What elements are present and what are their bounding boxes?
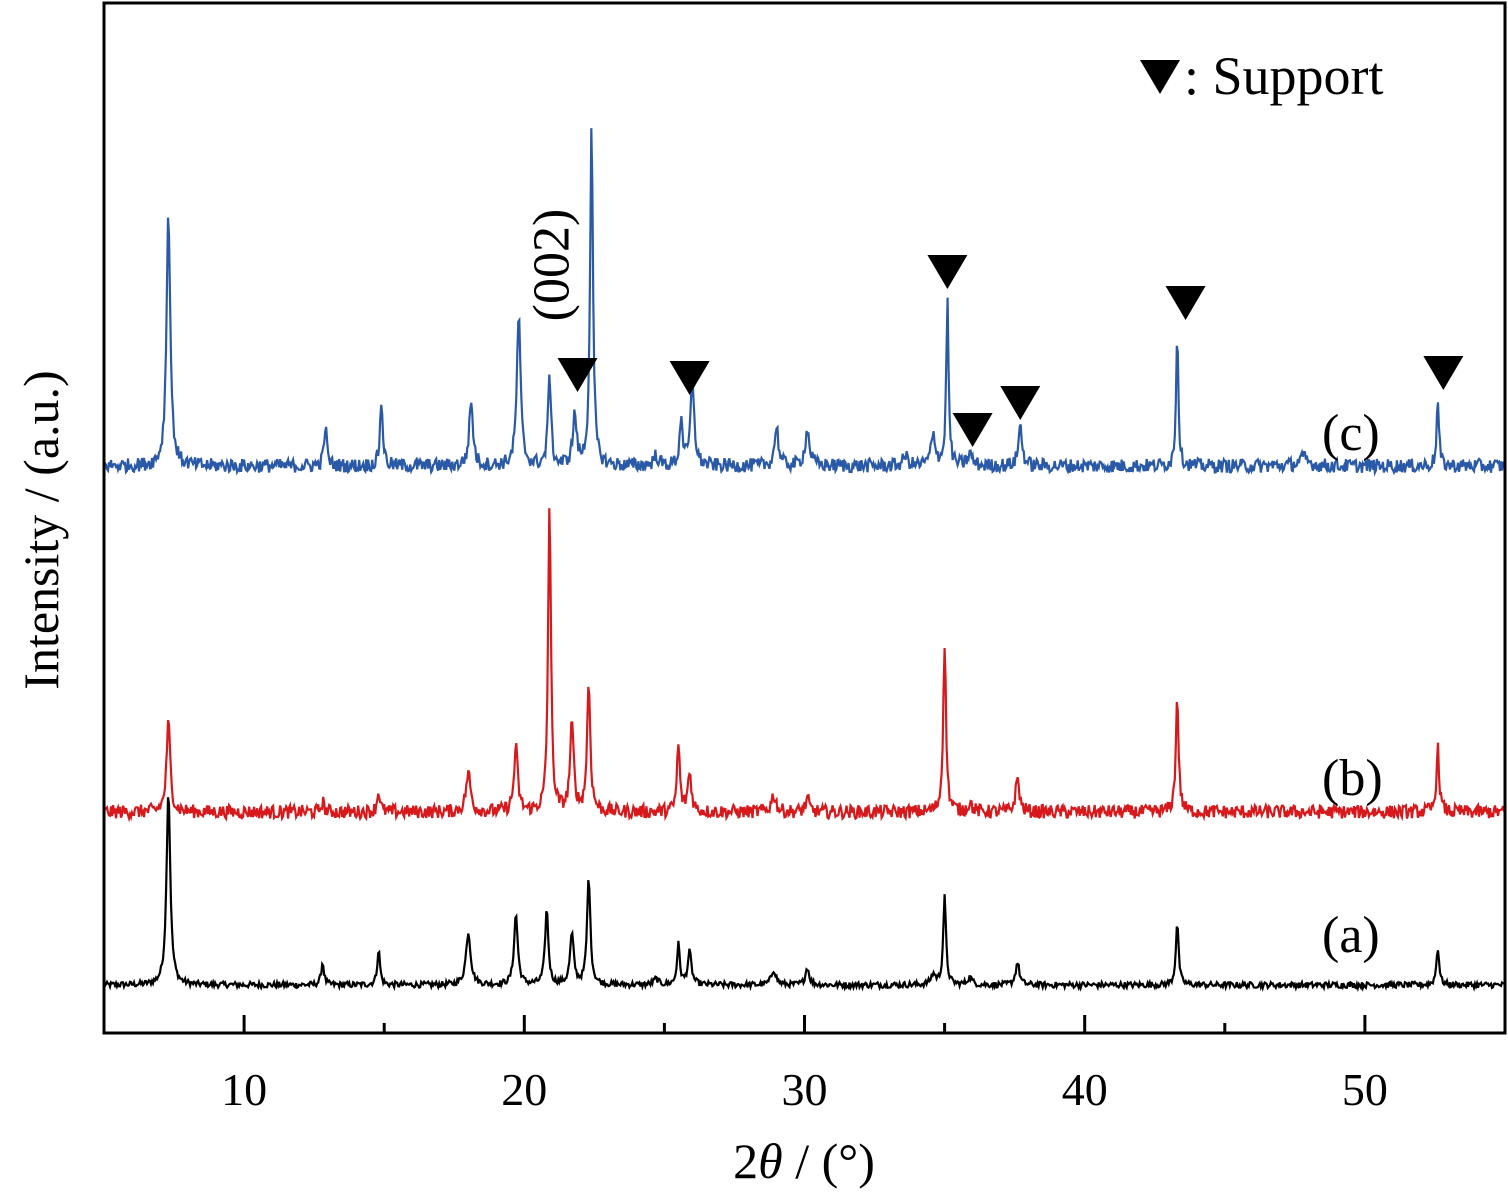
- trace-labels-group: (a) (b) (c): [1322, 405, 1383, 964]
- support-marker: [1000, 386, 1041, 420]
- x-tick-label: 30: [782, 1064, 828, 1115]
- support-marker: [1165, 286, 1206, 320]
- support-marker: [952, 413, 993, 447]
- series-line-a: [103, 797, 1505, 993]
- trace-label-a: (a): [1322, 907, 1380, 964]
- plot-frame: [102, 1, 1507, 1035]
- support-marker: [669, 361, 710, 395]
- support-markers-group: [557, 60, 1464, 447]
- x-ticks-group: 10 20 30 40 50: [221, 1015, 1388, 1115]
- x-tick-label: 40: [1062, 1064, 1108, 1115]
- support-marker: [1423, 356, 1464, 390]
- trace-label-c: (c): [1322, 405, 1380, 462]
- trace-label-b: (b): [1322, 750, 1383, 807]
- legend-support-text: : Support: [1184, 46, 1384, 106]
- series-line-b: [102, 508, 1506, 823]
- annotation-002: (002): [523, 209, 580, 322]
- support-marker: [927, 255, 968, 289]
- series-line-c: [103, 128, 1507, 477]
- spectra-group: [102, 128, 1507, 993]
- support-marker: [557, 358, 598, 392]
- x-tick-label: 50: [1342, 1064, 1388, 1115]
- y-axis-title: Intensity / (a.u.): [13, 370, 69, 689]
- x-tick-label: 20: [501, 1064, 547, 1115]
- x-tick-label: 10: [221, 1064, 267, 1115]
- x-axis-title: 2θ / (°): [733, 1133, 875, 1189]
- legend-triangle-icon: [1140, 60, 1180, 94]
